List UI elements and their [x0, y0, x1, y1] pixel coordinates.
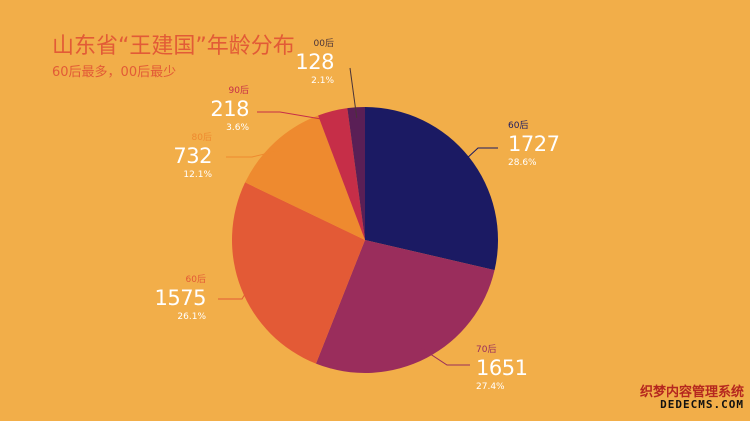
- leader-line: [218, 284, 252, 300]
- watermark-line-2: DEDECMS.COM: [660, 398, 744, 412]
- leader-line: [226, 149, 283, 158]
- slice-label: 60后: [186, 274, 206, 285]
- slice-value: 1575: [155, 286, 206, 310]
- slice-percent: 2.1%: [311, 76, 334, 86]
- slice-label: 00后: [314, 38, 334, 49]
- leader-line: [257, 111, 336, 122]
- slice-percent: 28.6%: [508, 158, 537, 168]
- slice-value: 1727: [508, 132, 559, 156]
- leader-line: [460, 147, 498, 165]
- pie-slice: [315, 240, 495, 374]
- page-title: 山东省“王建国”年龄分布: [52, 34, 295, 59]
- slice-percent: 3.6%: [226, 123, 249, 133]
- slice-value: 1651: [476, 356, 527, 380]
- pie-slice: [347, 107, 365, 240]
- slice-label: 80后: [192, 132, 212, 143]
- pie-slice: [318, 108, 365, 241]
- slice-value: 218: [210, 97, 249, 121]
- slice-label: 90后: [229, 85, 249, 96]
- slice-value: 732: [173, 144, 212, 168]
- watermark: 织梦内容管理系统 DEDECMS.COM: [640, 386, 744, 411]
- slice-percent: 27.4%: [476, 382, 505, 392]
- slice-label: 60后: [508, 120, 528, 131]
- leader-line: [421, 347, 470, 366]
- page-subtitle: 60后最多，00后最少: [52, 65, 177, 80]
- pie-slice: [245, 115, 365, 240]
- pie-slice: [231, 182, 365, 364]
- slice-percent: 12.1%: [183, 170, 212, 180]
- leader-line: [349, 67, 358, 118]
- slice-percent: 26.1%: [177, 312, 206, 322]
- watermark-line-1: 织梦内容管理系统: [639, 384, 744, 400]
- pie-slice: [365, 107, 499, 271]
- slice-value: 128: [295, 50, 334, 74]
- slice-label: 70后: [476, 344, 496, 355]
